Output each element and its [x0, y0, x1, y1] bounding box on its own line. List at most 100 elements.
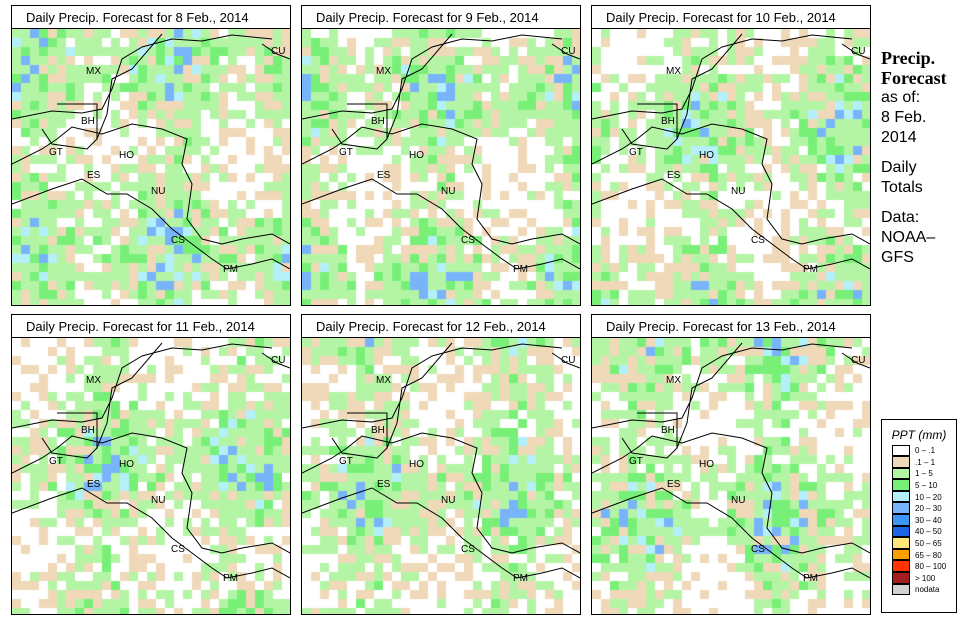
country-label-bh: BH	[371, 116, 385, 127]
country-label-es: ES	[377, 479, 391, 490]
coastline-borders	[592, 342, 870, 579]
precip-map: MX CU BH GT HO ES NU CS PM	[591, 28, 871, 306]
legend-label: nodata	[915, 585, 940, 595]
forecast-panel-3: Daily Precip. Forecast for 10 Feb., 2014…	[591, 5, 871, 306]
legend-label: 40 – 50	[915, 527, 942, 537]
country-label-es: ES	[87, 479, 101, 490]
coastline-borders	[12, 342, 290, 579]
precip-map: MX CU BH GT HO ES NU CS PM	[301, 337, 581, 615]
country-label-nu: NU	[151, 495, 166, 506]
forecast-panel-2: Daily Precip. Forecast for 9 Feb., 2014 …	[301, 5, 581, 306]
precip-grid	[302, 338, 580, 614]
precip-grid	[592, 338, 870, 614]
country-label-cs: CS	[461, 544, 475, 555]
country-label-ho: HO	[409, 150, 424, 161]
legend-label: 50 – 65	[915, 539, 942, 549]
legend-item: 65 – 80	[892, 548, 956, 561]
as-of-date: 8 Feb.	[881, 109, 927, 126]
country-label-nu: NU	[731, 186, 746, 197]
country-label-cs: CS	[461, 235, 475, 246]
legend-swatch	[892, 572, 910, 584]
country-label-pm: PM	[223, 573, 238, 584]
country-label-cu: CU	[271, 46, 286, 57]
country-label-bh: BH	[661, 425, 675, 436]
country-label-cu: CU	[851, 46, 866, 57]
data-source-2: GFS	[881, 249, 914, 266]
country-label-es: ES	[377, 170, 391, 181]
country-label-nu: NU	[151, 186, 166, 197]
country-label-pm: PM	[803, 264, 818, 275]
side-title-1: Precip.	[881, 48, 936, 68]
country-label-es: ES	[87, 170, 101, 181]
data-source-1: NOAA–	[881, 229, 936, 246]
legend-swatch	[892, 479, 910, 491]
country-label-mx: MX	[86, 66, 101, 77]
legend-item: 30 – 40	[892, 514, 956, 527]
country-label-bh: BH	[371, 425, 385, 436]
legend-swatch	[892, 548, 910, 561]
precip-grid	[12, 338, 290, 614]
legend-item: .1 – 1	[892, 456, 956, 469]
panel-title: Daily Precip. Forecast for 13 Feb., 2014	[591, 314, 871, 338]
country-label-ho: HO	[409, 459, 424, 470]
side-info: Precip. Forecast as of: 8 Feb. 2014 Dail…	[881, 48, 947, 268]
country-label-pm: PM	[513, 573, 528, 584]
country-label-mx: MX	[666, 66, 681, 77]
country-label-cs: CS	[751, 235, 765, 246]
legend-swatch	[892, 456, 910, 468]
legend-item: 50 – 65	[892, 537, 956, 550]
country-label-cu: CU	[561, 355, 576, 366]
country-label-pm: PM	[803, 573, 818, 584]
legend-label: 0 – .1	[915, 446, 936, 456]
country-label-bh: BH	[81, 425, 95, 436]
coastline-borders	[302, 342, 580, 579]
precip-map: MX CU BH GT HO ES NU CS PM	[301, 28, 581, 306]
legend-swatch	[892, 525, 910, 538]
country-label-cs: CS	[171, 544, 185, 555]
country-label-pm: PM	[223, 264, 238, 275]
country-label-cs: CS	[171, 235, 185, 246]
country-label-mx: MX	[376, 66, 391, 77]
country-label-cu: CU	[561, 46, 576, 57]
country-label-ho: HO	[119, 150, 134, 161]
legend-item: > 100	[892, 572, 956, 585]
legend-swatch	[892, 583, 910, 596]
legend-label: 5 – 10	[915, 481, 938, 491]
country-label-cs: CS	[751, 544, 765, 555]
country-label-gt: GT	[629, 147, 643, 158]
legend-swatch	[892, 560, 910, 573]
panel-title: Daily Precip. Forecast for 11 Feb., 2014	[11, 314, 291, 338]
as-of-year: 2014	[881, 129, 917, 146]
legend-swatch	[892, 502, 910, 515]
legend-item: 0 – .1	[892, 444, 956, 457]
forecast-panel-4: Daily Precip. Forecast for 11 Feb., 2014…	[11, 314, 291, 615]
legend-label: 65 – 80	[915, 550, 942, 560]
country-label-nu: NU	[441, 186, 456, 197]
forecast-panel-6: Daily Precip. Forecast for 13 Feb., 2014…	[591, 314, 871, 615]
legend-swatch	[892, 444, 910, 457]
coastline-borders	[592, 33, 870, 270]
country-label-mx: MX	[86, 375, 101, 386]
legend-label: 1 – 5	[915, 469, 933, 479]
country-label-gt: GT	[629, 456, 643, 467]
precip-grid	[302, 29, 580, 305]
country-label-nu: NU	[731, 495, 746, 506]
country-label-ho: HO	[699, 459, 714, 470]
country-label-gt: GT	[339, 147, 353, 158]
precip-grid	[12, 29, 290, 305]
legend-item: 40 – 50	[892, 525, 956, 538]
legend-label: .1 – 1	[915, 457, 936, 467]
forecast-panel-5: Daily Precip. Forecast for 12 Feb., 2014…	[301, 314, 581, 615]
forecast-panel-1: Daily Precip. Forecast for 8 Feb., 2014 …	[11, 5, 291, 306]
legend-label: 30 – 40	[915, 515, 942, 525]
country-label-es: ES	[667, 479, 681, 490]
panel-title: Daily Precip. Forecast for 12 Feb., 2014	[301, 314, 581, 338]
country-label-bh: BH	[661, 116, 675, 127]
legend-item: 10 – 20	[892, 490, 956, 503]
precip-grid	[592, 29, 870, 305]
country-label-cu: CU	[851, 355, 866, 366]
coastline-borders	[12, 33, 290, 270]
totals-label: Totals	[881, 179, 923, 196]
country-label-ho: HO	[119, 459, 134, 470]
precip-map: MX CU BH GT HO ES NU CS PM	[11, 337, 291, 615]
